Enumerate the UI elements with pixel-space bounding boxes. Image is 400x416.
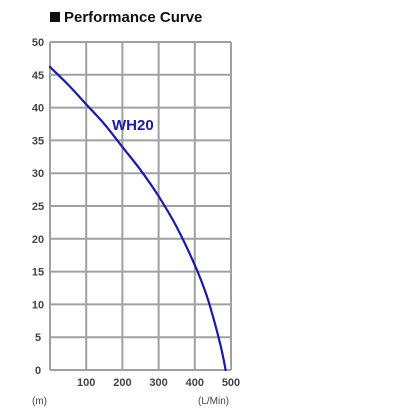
y-tick-label: 35 [32,135,44,147]
y-tick-label: 0 [35,365,41,377]
x-tick-label: 500 [222,377,240,389]
y-tick-label: 25 [32,201,44,213]
y-tick-label: 30 [32,168,44,180]
y-tick-label: 45 [32,70,44,82]
y-tick-label: 5 [35,332,41,344]
tick-labels: 100 200 300 400 500 0 5 10 15 20 25 30 35 40 45 50 [32,37,240,389]
y-tick-label: 10 [32,299,44,311]
y-axis-unit-label: (m) [32,396,47,407]
x-tick-label: 400 [186,377,204,389]
y-tick-label: 15 [32,267,44,279]
x-tick-label: 200 [113,377,131,389]
x-tick-label: 300 [149,377,167,389]
title-square-icon [50,12,60,22]
series-label: WH20 [112,117,154,134]
chart-title: Performance Curve [64,9,202,26]
series-line-wh20 [48,65,227,372]
x-tick-label: 100 [77,377,95,389]
gridlines [49,41,232,371]
series-lines: WH20 [48,65,227,372]
y-tick-label: 50 [32,37,44,49]
y-tick-label: 20 [32,234,44,246]
y-tick-label: 40 [32,103,44,115]
x-axis-unit-label: (L/Min) [198,396,229,407]
